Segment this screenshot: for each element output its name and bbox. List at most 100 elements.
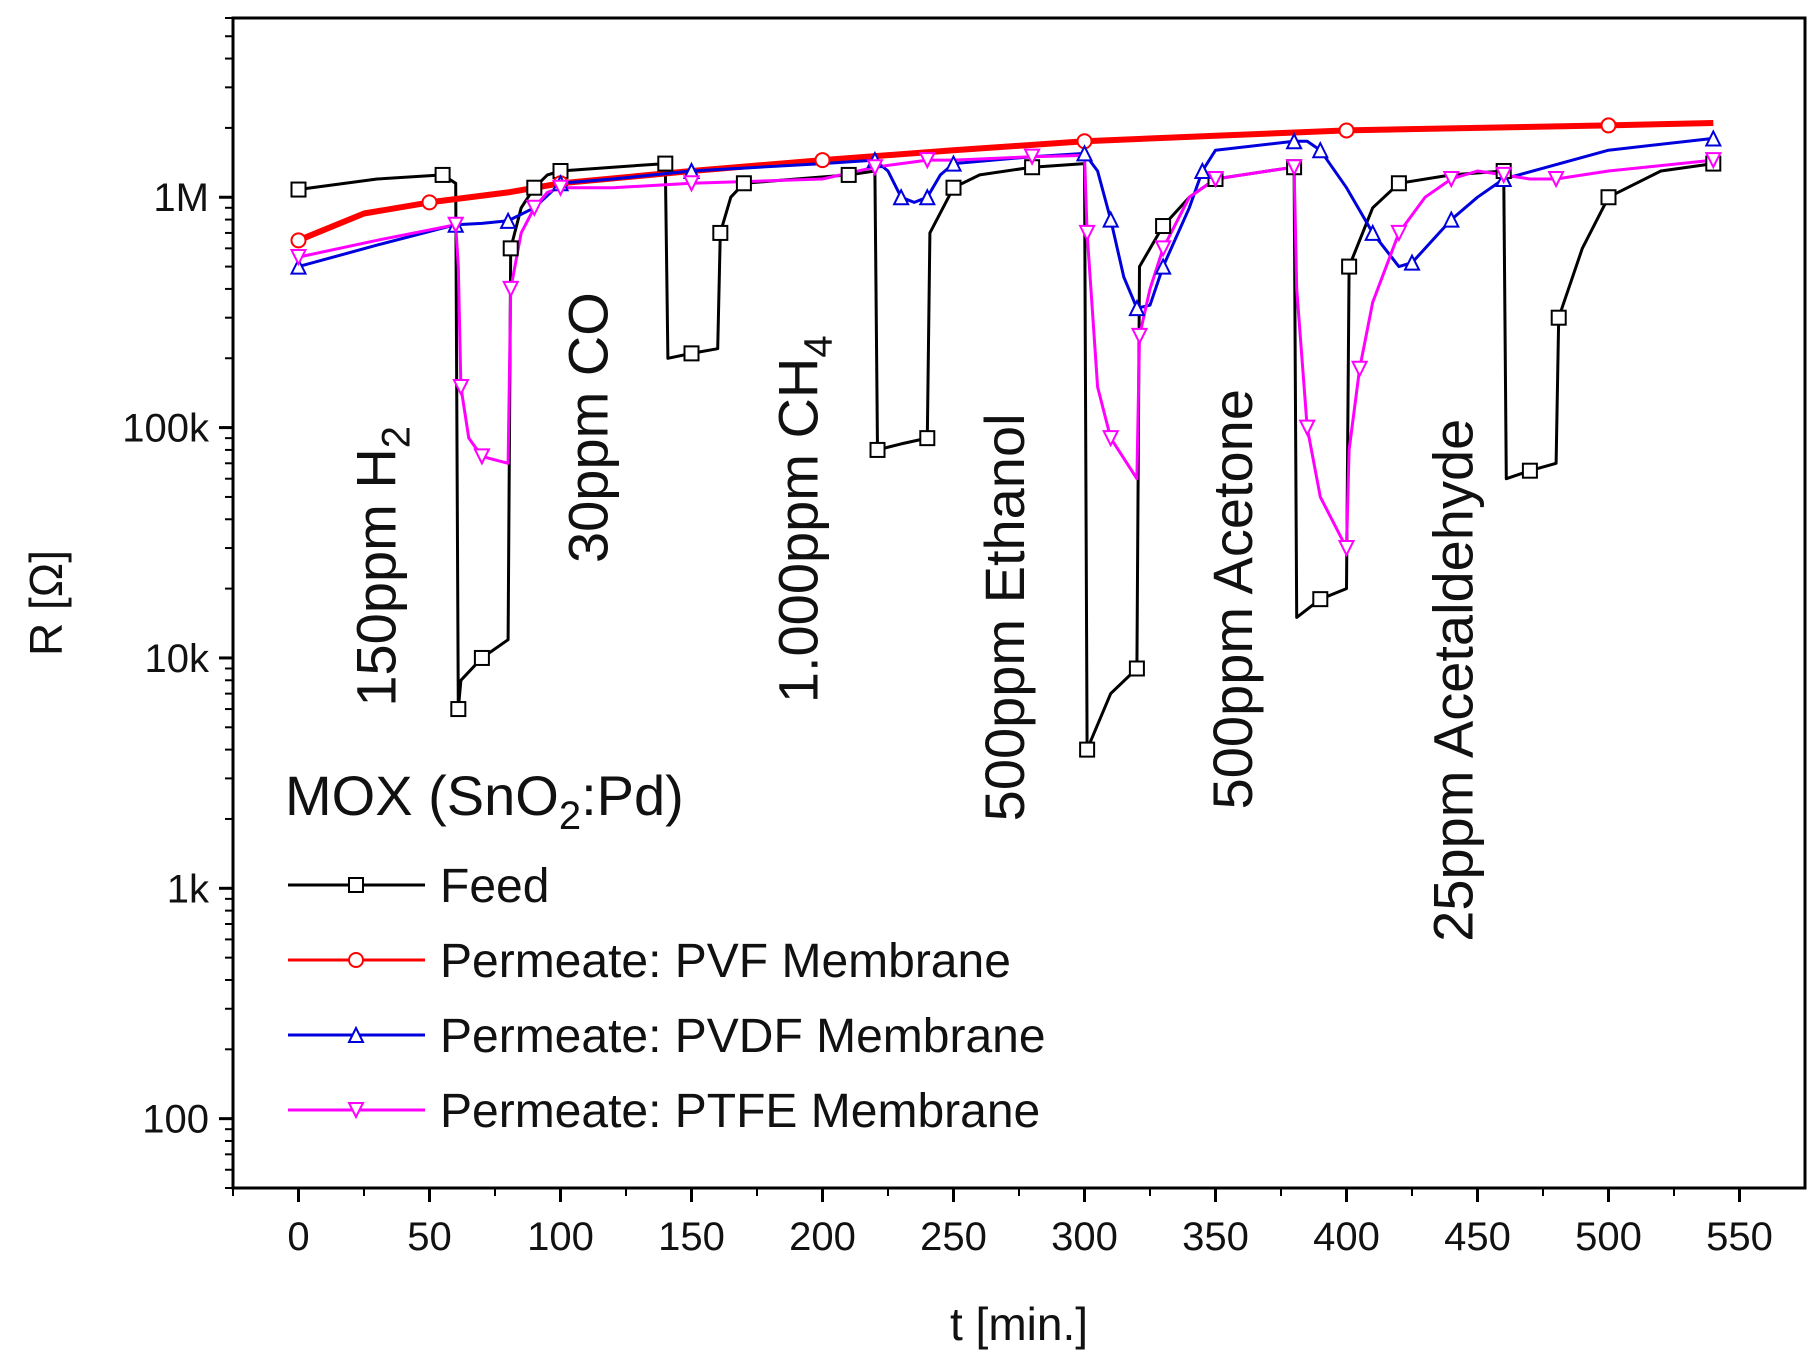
x-tick-label: 300 <box>1051 1215 1118 1259</box>
legend: Feed Permeate: PVF Membrane Permeate: PVDF… <box>288 860 1046 1138</box>
pvdf-marker <box>1442 210 1460 228</box>
ptfe-marker <box>289 249 308 267</box>
x-tick-label: 50 <box>407 1215 452 1259</box>
ptfe-marker <box>1285 159 1303 177</box>
ptfe-marker <box>551 179 570 197</box>
feed-marker <box>919 430 936 447</box>
legend-title-main: MOX (SnO <box>285 764 559 827</box>
ptfe-marker <box>1547 171 1565 189</box>
legend-label: Permeate: PTFE Membrane <box>440 1085 1040 1138</box>
feed-marker <box>450 701 467 718</box>
ptfe-marker <box>1350 360 1369 379</box>
feed-marker <box>526 179 543 196</box>
feed-marker <box>735 175 752 192</box>
gas-annotation: 500ppm Ethanol <box>973 413 1036 821</box>
ptfe-marker <box>1154 240 1172 258</box>
legend-item-pvf: Permeate: PVF Membrane <box>288 935 1011 988</box>
ptfe-marker <box>525 199 543 218</box>
pvdf-marker <box>1704 129 1722 147</box>
feed-marker <box>657 155 674 172</box>
ptfe-marker <box>1442 171 1460 189</box>
gas-annotation-text: 150ppm H <box>344 448 407 706</box>
ptfe-marker <box>1298 419 1316 437</box>
gas-annotation-subscript: 2 <box>374 426 418 448</box>
pvdf-marker <box>1075 144 1094 162</box>
legend-title-subscript: 2 <box>559 794 581 838</box>
pvdf-marker <box>1102 210 1120 228</box>
ptfe-marker <box>347 1102 365 1120</box>
pvdf-marker <box>289 257 308 275</box>
ptfe-marker <box>1495 166 1513 185</box>
feed-marker <box>869 441 886 458</box>
y-axis: 100 1k 10k 100k 1M <box>122 17 233 1189</box>
pvdf-marker <box>892 188 910 206</box>
legend-label: Permeate: PVDF Membrane <box>440 1010 1046 1063</box>
pvdf-marker <box>944 154 963 172</box>
feed-marker <box>502 240 519 257</box>
y-axis-title: R [Ω] <box>20 550 72 656</box>
pvf-marker <box>421 194 438 211</box>
gas-annotation-text: 500ppm Ethanol <box>973 413 1036 821</box>
ptfe-marker <box>682 175 701 193</box>
x-tick-label: 350 <box>1182 1215 1249 1259</box>
legend-label: Permeate: PVF Membrane <box>440 935 1011 988</box>
gas-annotation: 500ppm Acetone <box>1201 389 1264 809</box>
feed-marker <box>1521 462 1538 479</box>
feed-marker <box>1128 660 1145 677</box>
x-tick-label: 500 <box>1575 1215 1642 1259</box>
x-tick-label: 550 <box>1706 1215 1773 1259</box>
pvf-marker <box>1600 117 1617 134</box>
pvf-marker <box>348 952 364 968</box>
pvf-marker <box>814 152 831 169</box>
gas-annotation-text: 30ppm CO <box>557 292 620 563</box>
ptfe-marker <box>1102 430 1120 448</box>
legend-item-pvdf: Permeate: PVDF Membrane <box>288 1010 1046 1063</box>
pvdf-marker <box>1193 161 1212 180</box>
gas-annotation: 1.000ppm CH4 <box>766 335 840 703</box>
marker-layer <box>289 117 1722 758</box>
x-tick-label: 450 <box>1444 1215 1511 1259</box>
ptfe-marker <box>452 379 470 397</box>
pvf-marker <box>290 232 307 249</box>
feed-marker <box>1341 258 1358 275</box>
ptfe-marker <box>1704 152 1722 170</box>
legend-title: MOX (SnO2:Pd) <box>285 764 684 838</box>
x-axis: 0 50 100 150 200 250 300 350 400 450 500 550 <box>232 1188 1773 1259</box>
y-tick-label: 1M <box>153 176 209 220</box>
gas-annotation: 30ppm CO <box>557 292 620 563</box>
feed-marker <box>1390 175 1407 192</box>
y-tick-label: 10k <box>145 637 210 681</box>
pvdf-marker <box>499 211 517 229</box>
x-tick-label: 0 <box>287 1215 309 1259</box>
pvf-marker <box>1338 122 1355 139</box>
feed-marker <box>1600 189 1617 206</box>
gas-annotation-text: 500ppm Acetone <box>1201 389 1264 809</box>
feed-marker <box>434 166 451 183</box>
y-tick-label: 100k <box>122 407 210 451</box>
x-tick-label: 250 <box>920 1215 987 1259</box>
feed-marker <box>1550 309 1567 326</box>
ptfe-marker <box>1206 171 1225 189</box>
feed-marker <box>840 166 857 183</box>
ptfe-marker <box>866 159 884 177</box>
feed-marker <box>1155 218 1172 235</box>
pvdf-marker <box>1285 132 1303 150</box>
ptfe-marker <box>473 448 491 466</box>
legend-item-ptfe: Permeate: PTFE Membrane <box>288 1085 1040 1138</box>
ptfe-marker <box>502 280 520 299</box>
feed-marker <box>473 649 490 666</box>
gas-annotation: 150ppm H2 <box>344 426 418 707</box>
feed-marker <box>1079 741 1096 758</box>
pvdf-marker <box>1403 253 1421 271</box>
ptfe-marker <box>1078 224 1096 243</box>
gas-annotation: 25ppm Acetaldehyde <box>1421 419 1484 942</box>
pvdf-marker <box>1311 140 1329 159</box>
pvf-series-line <box>297 120 1714 244</box>
pvdf-marker <box>347 1025 365 1043</box>
pvdf-marker <box>918 188 936 206</box>
ptfe-marker <box>1130 327 1149 346</box>
feed-marker <box>683 345 700 362</box>
ptfe-marker <box>918 152 936 170</box>
